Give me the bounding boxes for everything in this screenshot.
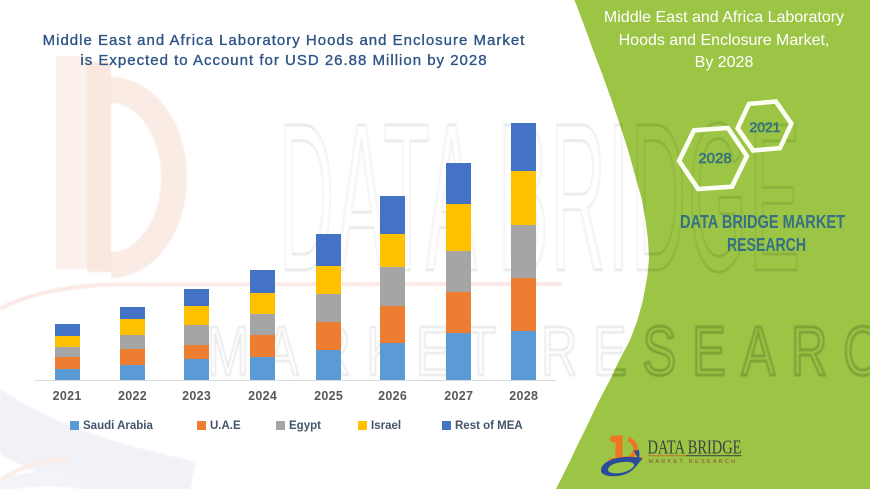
svg-text:DATA BRIDGE MARKET: DATA BRIDGE MARKET: [680, 212, 845, 232]
svg-text:RESEARCH: RESEARCH: [727, 235, 806, 255]
svg-text:DATA BRIDGE: DATA BRIDGE: [648, 437, 742, 458]
svg-text:MARKET RESEARCH: MARKET RESEARCH: [649, 459, 738, 465]
